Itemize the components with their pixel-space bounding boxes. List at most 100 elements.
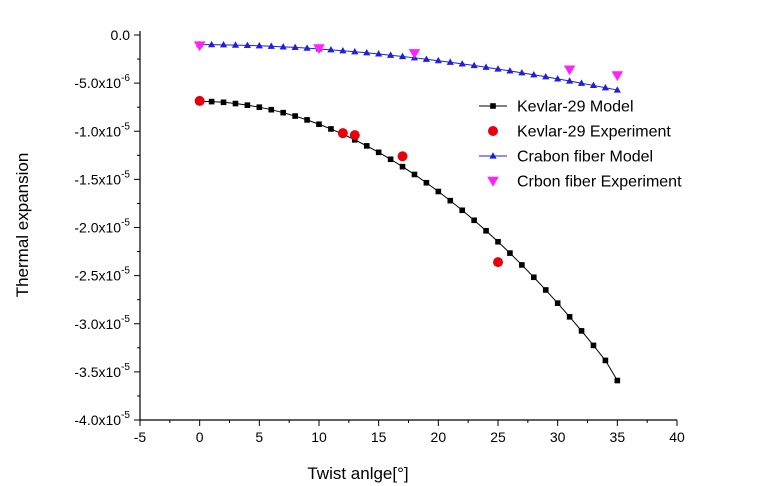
data-point (601, 83, 609, 91)
data-point (602, 357, 609, 364)
data-point (566, 77, 574, 84)
y-tick-mantissa: -5.0x10 (74, 75, 121, 91)
y-tick-label: -1.0x10-5 (74, 121, 130, 139)
data-point (339, 46, 347, 54)
plot-area (193, 40, 624, 384)
legend-marker (488, 126, 498, 136)
legend-marker (487, 176, 499, 187)
data-point (267, 42, 275, 49)
y-tick-exponent: -5 (121, 218, 130, 229)
data-point (518, 69, 526, 76)
data-point (482, 63, 490, 70)
legend-label: Crbon fiber Experiment (517, 174, 682, 191)
data-point (231, 41, 240, 48)
data-point (578, 328, 585, 334)
data-point (495, 238, 501, 245)
y-tick-exponent: -6 (121, 73, 130, 84)
legend-item: Crbon fiber Experiment (487, 174, 682, 191)
data-point (542, 72, 550, 80)
data-point (563, 65, 576, 76)
data-point (589, 81, 598, 89)
y-tick-exponent: -5 (121, 121, 130, 132)
data-point (459, 207, 465, 214)
data-point (493, 257, 503, 268)
series-line (199, 44, 618, 91)
data-point (327, 46, 335, 53)
x-tick-label: 25 (490, 429, 506, 445)
data-point (423, 179, 430, 186)
y-tick-label: -2.0x10-5 (74, 218, 130, 236)
x-tick-label: 10 (311, 429, 327, 445)
x-tick-label: 40 (669, 429, 685, 445)
data-point (316, 121, 322, 128)
data-point (232, 100, 239, 107)
y-tick-exponent: -5 (121, 266, 130, 277)
data-point (566, 314, 573, 320)
series-0 (196, 98, 621, 384)
y-tick-mantissa: -1.5x10 (74, 171, 121, 187)
y-tick-exponent: -5 (121, 410, 130, 421)
data-point (219, 41, 228, 48)
series-1 (194, 95, 503, 268)
data-point (194, 95, 205, 106)
x-tick-label: 15 (371, 429, 387, 445)
data-point (337, 128, 348, 139)
data-point (268, 106, 275, 113)
legend-label: Kevlar-29 Experiment (517, 124, 671, 141)
x-tick-label: 20 (431, 429, 447, 445)
legend-item: Crabon fiber Model (479, 149, 653, 166)
y-tick-label: -2.5x10-5 (74, 266, 130, 284)
data-point (446, 58, 454, 65)
y-tick-label: 0.0 (111, 27, 131, 43)
y-tick-label: -1.5x10-5 (74, 169, 130, 187)
data-point (590, 342, 597, 349)
data-point (614, 377, 621, 384)
y-tick-mantissa: -2.5x10 (74, 268, 121, 284)
y-tick-mantissa: -3.5x10 (74, 364, 121, 380)
x-tick-label: -5 (134, 429, 147, 445)
data-point (470, 61, 478, 69)
data-point (434, 56, 442, 64)
data-point (447, 197, 454, 204)
y-tick-label: -4.0x10-5 (74, 410, 130, 428)
data-point (531, 274, 537, 281)
y-tick-label: -3.0x10-5 (74, 314, 130, 332)
y-axis-title: Thermal expansion (13, 153, 32, 298)
x-axis-ticks: -5 0 5 10 15 20 25 30 35 40 (134, 420, 685, 445)
data-point (398, 52, 407, 60)
data-point (422, 55, 430, 62)
y-tick-exponent: -5 (121, 362, 130, 373)
data-point (506, 67, 514, 74)
legend-item: Kevlar-29 Model (479, 99, 634, 116)
data-point (507, 250, 513, 256)
data-point (193, 41, 206, 52)
data-point (519, 262, 525, 268)
data-point (471, 217, 477, 224)
x-tick-label: 0 (196, 429, 204, 445)
data-point (279, 43, 287, 50)
data-point (577, 79, 586, 86)
x-tick-label: 5 (255, 429, 263, 445)
data-point (280, 109, 286, 116)
data-point (483, 227, 489, 234)
data-point (554, 300, 561, 306)
data-point (387, 156, 394, 163)
y-tick-mantissa: -1.0x10 (74, 123, 121, 139)
data-point (328, 126, 334, 132)
series-2 (196, 40, 621, 93)
data-point (292, 113, 298, 119)
data-point (208, 40, 216, 48)
legend-marker (490, 103, 496, 109)
data-point (375, 50, 383, 57)
y-tick-mantissa: -3.0x10 (74, 316, 121, 332)
series-3 (193, 41, 624, 82)
data-point (303, 44, 311, 51)
data-point (399, 163, 406, 170)
data-point (351, 47, 359, 55)
data-point (411, 171, 418, 178)
legend-label: Kevlar-29 Model (517, 99, 634, 116)
y-axis-ticks: 0.0-5.0x10-6-1.0x10-5-1.5x10-5-2.0x10-5-… (74, 27, 140, 428)
data-point (387, 51, 395, 58)
data-point (611, 71, 624, 82)
